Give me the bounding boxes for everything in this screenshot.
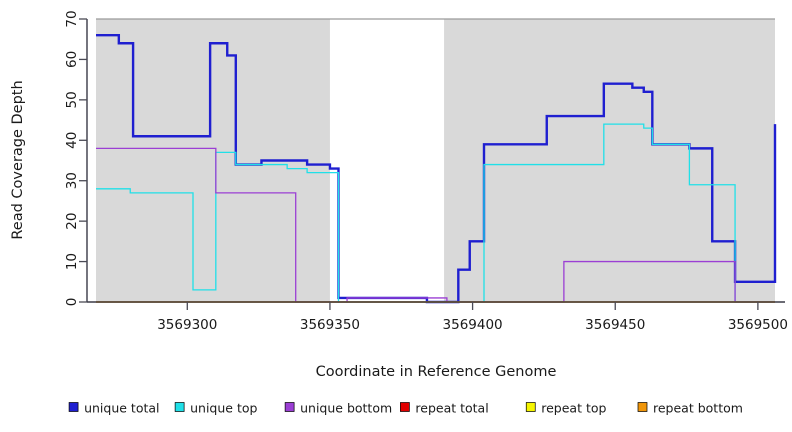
panel-backgrounds: [96, 18, 775, 302]
series-unique-bottom: [96, 147, 775, 303]
y-axis-title: Read Coverage Depth: [10, 80, 26, 239]
y-tick-label-10: 10: [64, 253, 80, 270]
legend-swatch-unique-top: [174, 402, 185, 412]
legend-label-unique-total: unique total: [84, 401, 159, 416]
y-tick-label-50: 50: [64, 91, 80, 108]
legend-swatch-unique-bottom: [284, 402, 295, 412]
legend-label-repeat-total: repeat total: [415, 401, 488, 416]
y-tick-label-20: 20: [64, 213, 80, 230]
legend-swatch-unique-total: [68, 402, 79, 412]
x-tick-label-3569450: 3569450: [585, 317, 645, 333]
x-tick-label-3569400: 3569400: [443, 317, 503, 333]
legend-label-repeat-top: repeat top: [541, 401, 606, 416]
legend-label-unique-top: unique top: [190, 401, 257, 416]
y-tick-label-60: 60: [64, 51, 80, 68]
legend-label-unique-bottom: unique bottom: [300, 401, 392, 416]
y-tick-label-30: 30: [64, 172, 80, 189]
tick-labels-group: 0 10 20 30 40 50 60 70 3569300 3569350 3569400 3569…: [64, 10, 788, 333]
legend-group: unique total unique top unique bottom repea…: [68, 401, 743, 416]
x-tick-label-3569500: 3569500: [728, 317, 788, 333]
legend-swatch-repeat-bottom: [637, 402, 648, 412]
y-tick-label-0: 0: [64, 298, 80, 307]
legend-label-repeat-bottom: repeat bottom: [653, 401, 743, 416]
y-tick-label-70: 70: [64, 10, 80, 27]
x-tick-label-3569350: 3569350: [300, 317, 360, 333]
axes-group: [79, 18, 785, 310]
legend-swatch-repeat-total: [400, 402, 410, 412]
x-axis-title: Coordinate in Reference Genome: [316, 364, 557, 380]
y-tick-label-40: 40: [64, 132, 80, 149]
legend-swatch-repeat-top: [525, 402, 536, 412]
shaded-region-1: [444, 19, 775, 302]
x-tick-label-3569300: 3569300: [157, 317, 217, 333]
